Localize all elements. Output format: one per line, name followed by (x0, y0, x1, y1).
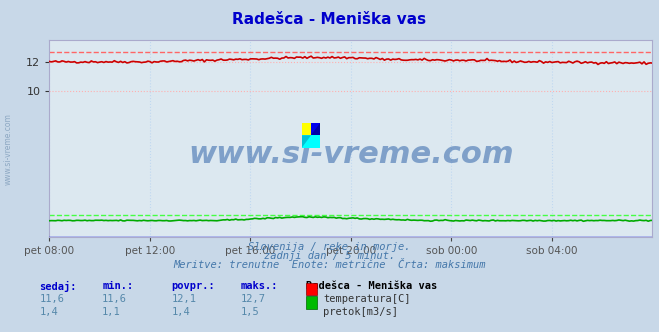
Text: povpr.:: povpr.: (171, 281, 215, 290)
Text: pretok[m3/s]: pretok[m3/s] (323, 307, 398, 317)
Text: 1,4: 1,4 (40, 307, 58, 317)
Text: 12,7: 12,7 (241, 294, 266, 304)
Text: 1,5: 1,5 (241, 307, 259, 317)
Text: 11,6: 11,6 (40, 294, 65, 304)
Text: 1,4: 1,4 (171, 307, 190, 317)
Text: www.si-vreme.com: www.si-vreme.com (188, 140, 514, 169)
Text: maks.:: maks.: (241, 281, 278, 290)
Text: www.si-vreme.com: www.si-vreme.com (3, 114, 13, 185)
Text: 11,6: 11,6 (102, 294, 127, 304)
Text: Slovenija / reke in morje.: Slovenija / reke in morje. (248, 242, 411, 252)
Text: zadnji dan / 5 minut.: zadnji dan / 5 minut. (264, 251, 395, 261)
Text: 1,1: 1,1 (102, 307, 121, 317)
Text: sedaj:: sedaj: (40, 281, 77, 291)
Text: Radešca - Meniška vas: Radešca - Meniška vas (233, 12, 426, 27)
Text: 12,1: 12,1 (171, 294, 196, 304)
Polygon shape (302, 135, 320, 148)
Text: Radešca - Meniška vas: Radešca - Meniška vas (306, 281, 438, 290)
Bar (302, 123, 311, 135)
Text: temperatura[C]: temperatura[C] (323, 294, 411, 304)
Bar (311, 123, 320, 135)
Polygon shape (302, 135, 311, 148)
Text: min.:: min.: (102, 281, 133, 290)
Text: Meritve: trenutne  Enote: metrične  Črta: maksimum: Meritve: trenutne Enote: metrične Črta: … (173, 260, 486, 270)
Polygon shape (311, 123, 320, 135)
